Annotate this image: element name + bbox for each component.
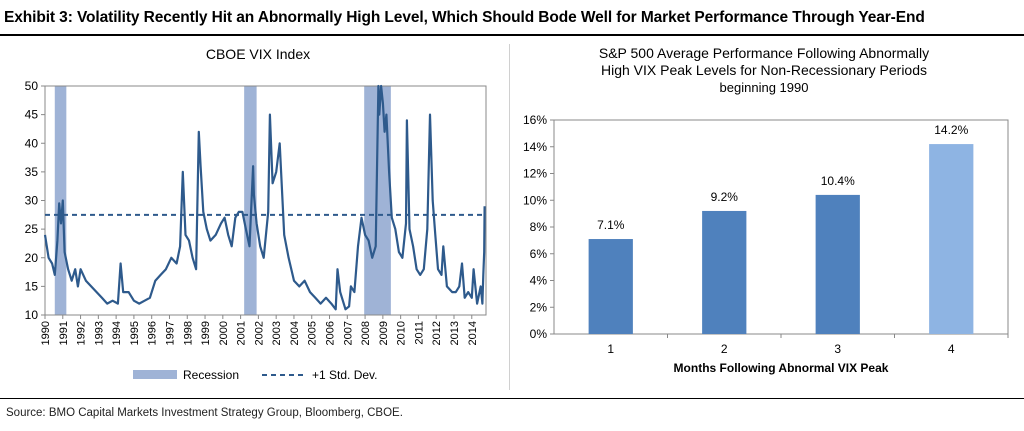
- x-tick-label: 1997: [164, 321, 176, 345]
- x-tick-label: 2011: [413, 321, 425, 345]
- legend-recession-swatch: [133, 370, 177, 379]
- bar-subtitle: beginning 1990: [720, 80, 809, 95]
- x-tick-label: 2013: [449, 321, 461, 345]
- x-tick-label: 1993: [93, 321, 105, 345]
- x-tick-label: 2006: [325, 321, 337, 345]
- y-tick-label: 25: [25, 222, 39, 236]
- x-tick-label: 1991: [58, 321, 70, 345]
- y-tick-label: 0%: [530, 327, 548, 341]
- x-tick-label: 2: [721, 342, 728, 356]
- bar-series: 7.1% 9.2% 10.4% 14.2%: [588, 123, 974, 334]
- bar-data-label: 10.4%: [821, 174, 855, 188]
- recession-bands: [54, 86, 391, 315]
- x-tick-label: 2003: [271, 321, 283, 345]
- bar-title-line-1: S&P 500 Average Performance Following Ab…: [599, 45, 929, 61]
- vix-axes: 10 15 20 25 30 35 40 45 50 1990 1991 1992 1993 1994 19…: [25, 79, 487, 345]
- bar-data-label: 7.1%: [597, 218, 625, 232]
- x-tick-label: 1995: [129, 321, 141, 345]
- x-tick-label: 2008: [360, 321, 372, 345]
- bar: [815, 194, 860, 334]
- y-tick-label: 16%: [523, 113, 547, 127]
- y-tick-label: 2%: [530, 300, 548, 314]
- bar-data-label: 14.2%: [934, 123, 968, 137]
- x-axis-title: Months Following Abnormal VIX Peak: [674, 361, 889, 375]
- y-tick-label: 10: [25, 308, 39, 322]
- x-tick-label: 2007: [342, 321, 354, 345]
- x-tick-label: 2009: [378, 321, 390, 345]
- y-tick-label: 8%: [530, 220, 548, 234]
- sp500-bar-chart: S&P 500 Average Performance Following Ab…: [523, 45, 1009, 375]
- x-tick-label: 1998: [182, 321, 194, 345]
- x-tick-label: 1999: [200, 321, 212, 345]
- x-tick-label: 2005: [307, 321, 319, 345]
- bar-data-label: 9.2%: [711, 190, 739, 204]
- x-tick-label: 2002: [253, 321, 265, 345]
- x-tick-label: 1990: [40, 321, 52, 345]
- y-tick-label: 30: [25, 194, 39, 208]
- vix-chart: CBOE VIX Index 10 15 20 25 30 35 40 45 50 1990 199…: [25, 46, 487, 382]
- plot-frame: [44, 85, 487, 316]
- bar-title-line-2: High VIX Peak Levels for Non-Recessionar…: [601, 62, 927, 78]
- source-note: Source: BMO Capital Markets Investment S…: [6, 407, 403, 419]
- x-tick-label: 1992: [76, 321, 88, 345]
- y-tick-label: 14%: [523, 140, 547, 154]
- legend-recession-label: Recession: [183, 368, 239, 382]
- recession-band: [54, 86, 67, 315]
- y-tick-label: 45: [25, 108, 39, 122]
- panel-divider: [509, 44, 510, 390]
- y-tick-label: 15: [25, 279, 39, 293]
- legend-std-dev-label: +1 Std. Dev.: [312, 368, 377, 382]
- x-tick-label: 2001: [236, 321, 248, 345]
- x-tick-label: 2010: [396, 321, 408, 345]
- x-tick-label: 2004: [289, 321, 301, 345]
- vix-legend: Recession +1 Std. Dev.: [133, 368, 377, 382]
- x-tick-label: 2012: [431, 321, 443, 345]
- vix-series: [43, 84, 486, 311]
- exhibit-title: Exhibit 3: Volatility Recently Hit an Ab…: [4, 9, 925, 26]
- bar: [929, 144, 974, 334]
- y-tick-label: 40: [25, 136, 39, 150]
- vix-chart-title: CBOE VIX Index: [206, 46, 310, 62]
- x-tick-label: 2014: [467, 321, 479, 345]
- bar-axes: 0% 2% 4% 6% 8% 10% 12% 14% 16% 1 2 3 4 Months Followi…: [523, 113, 1009, 375]
- recession-band: [244, 86, 257, 315]
- x-tick-label: 3: [834, 342, 841, 356]
- y-tick-label: 10%: [523, 193, 547, 207]
- y-tick-label: 6%: [530, 247, 548, 261]
- vix-line: [43, 84, 486, 311]
- x-tick-label: 1994: [111, 321, 123, 345]
- footer-rule: [0, 398, 1024, 399]
- x-tick-label: 1: [607, 342, 614, 356]
- bar-chart-title: S&P 500 Average Performance Following Ab…: [599, 45, 929, 95]
- x-tick-label: 1996: [147, 321, 159, 345]
- y-tick-label: 50: [25, 79, 39, 93]
- x-tick-label: 4: [948, 342, 955, 356]
- y-tick-label: 35: [25, 165, 39, 179]
- y-tick-label: 20: [25, 251, 39, 265]
- bar: [702, 210, 747, 334]
- title-rule: [0, 34, 1024, 36]
- y-tick-label: 12%: [523, 167, 547, 181]
- x-tick-label: 2000: [218, 321, 230, 345]
- y-tick-label: 4%: [530, 274, 548, 288]
- bar: [588, 239, 633, 334]
